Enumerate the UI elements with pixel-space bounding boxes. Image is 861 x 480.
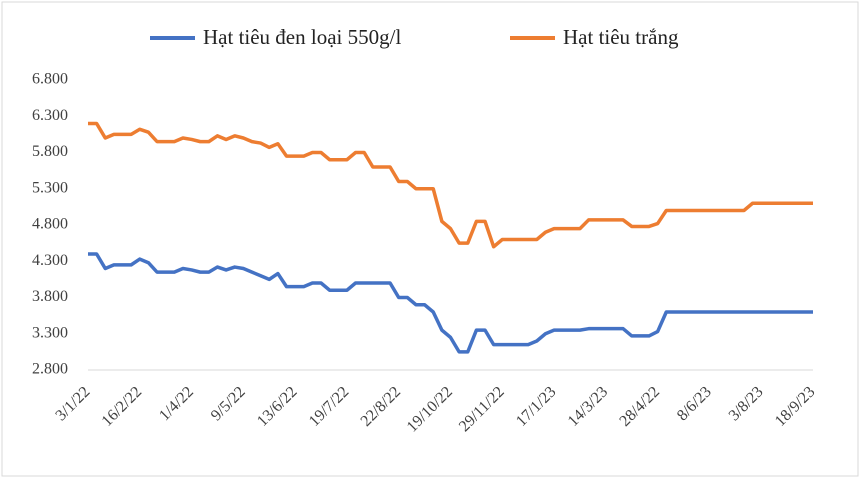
- data-line: [88, 252, 813, 354]
- y-tick-label: 4.800: [32, 216, 68, 233]
- y-tick-label: 3.800: [32, 288, 68, 305]
- y-tick-label: 3.300: [32, 324, 68, 341]
- y-tick-label: 5.300: [32, 179, 68, 196]
- legend-label: Hạt tiêu đen loại 550g/l: [203, 25, 401, 49]
- legend-label: Hạt tiêu trắng: [563, 25, 679, 49]
- y-tick-label: 2.800: [32, 361, 68, 378]
- y-tick-label: 6.800: [32, 71, 68, 88]
- y-tick-label: 5.800: [32, 143, 68, 160]
- data-line: [88, 121, 813, 249]
- y-tick-label: 4.300: [32, 252, 68, 269]
- y-tick-label: 6.300: [32, 107, 68, 124]
